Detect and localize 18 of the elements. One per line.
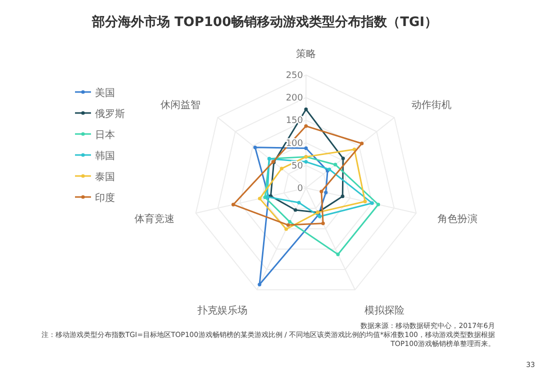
legend-label: 日本 — [95, 129, 115, 141]
legend-label: 美国 — [95, 87, 115, 99]
spoke-label: 策略 — [296, 48, 316, 60]
spoke-label: 体育竞速 — [134, 213, 174, 226]
y-tick-label: 50 — [292, 161, 304, 172]
legend-label: 泰国 — [95, 172, 115, 183]
y-tick-label: 250 — [286, 71, 304, 81]
legend-label: 韩国 — [95, 150, 115, 162]
y-tick-label: 200 — [286, 94, 304, 104]
chart-title: 部分海外市场 TOP100畅销移动游戏类型分布指数（TGI） — [91, 14, 438, 30]
legend-label: 印度 — [95, 192, 115, 204]
spoke-label: 扑克娱乐场 — [196, 304, 248, 317]
spoke-label: 模拟探险 — [364, 304, 405, 317]
y-tick-label: 0 — [297, 184, 304, 194]
spoke-label: 动作街机 — [412, 98, 452, 111]
spoke-label: 角色扮演 — [438, 213, 478, 226]
legend-label: 俄罗斯 — [95, 108, 125, 120]
spoke-label: 休闲益智 — [160, 98, 200, 111]
